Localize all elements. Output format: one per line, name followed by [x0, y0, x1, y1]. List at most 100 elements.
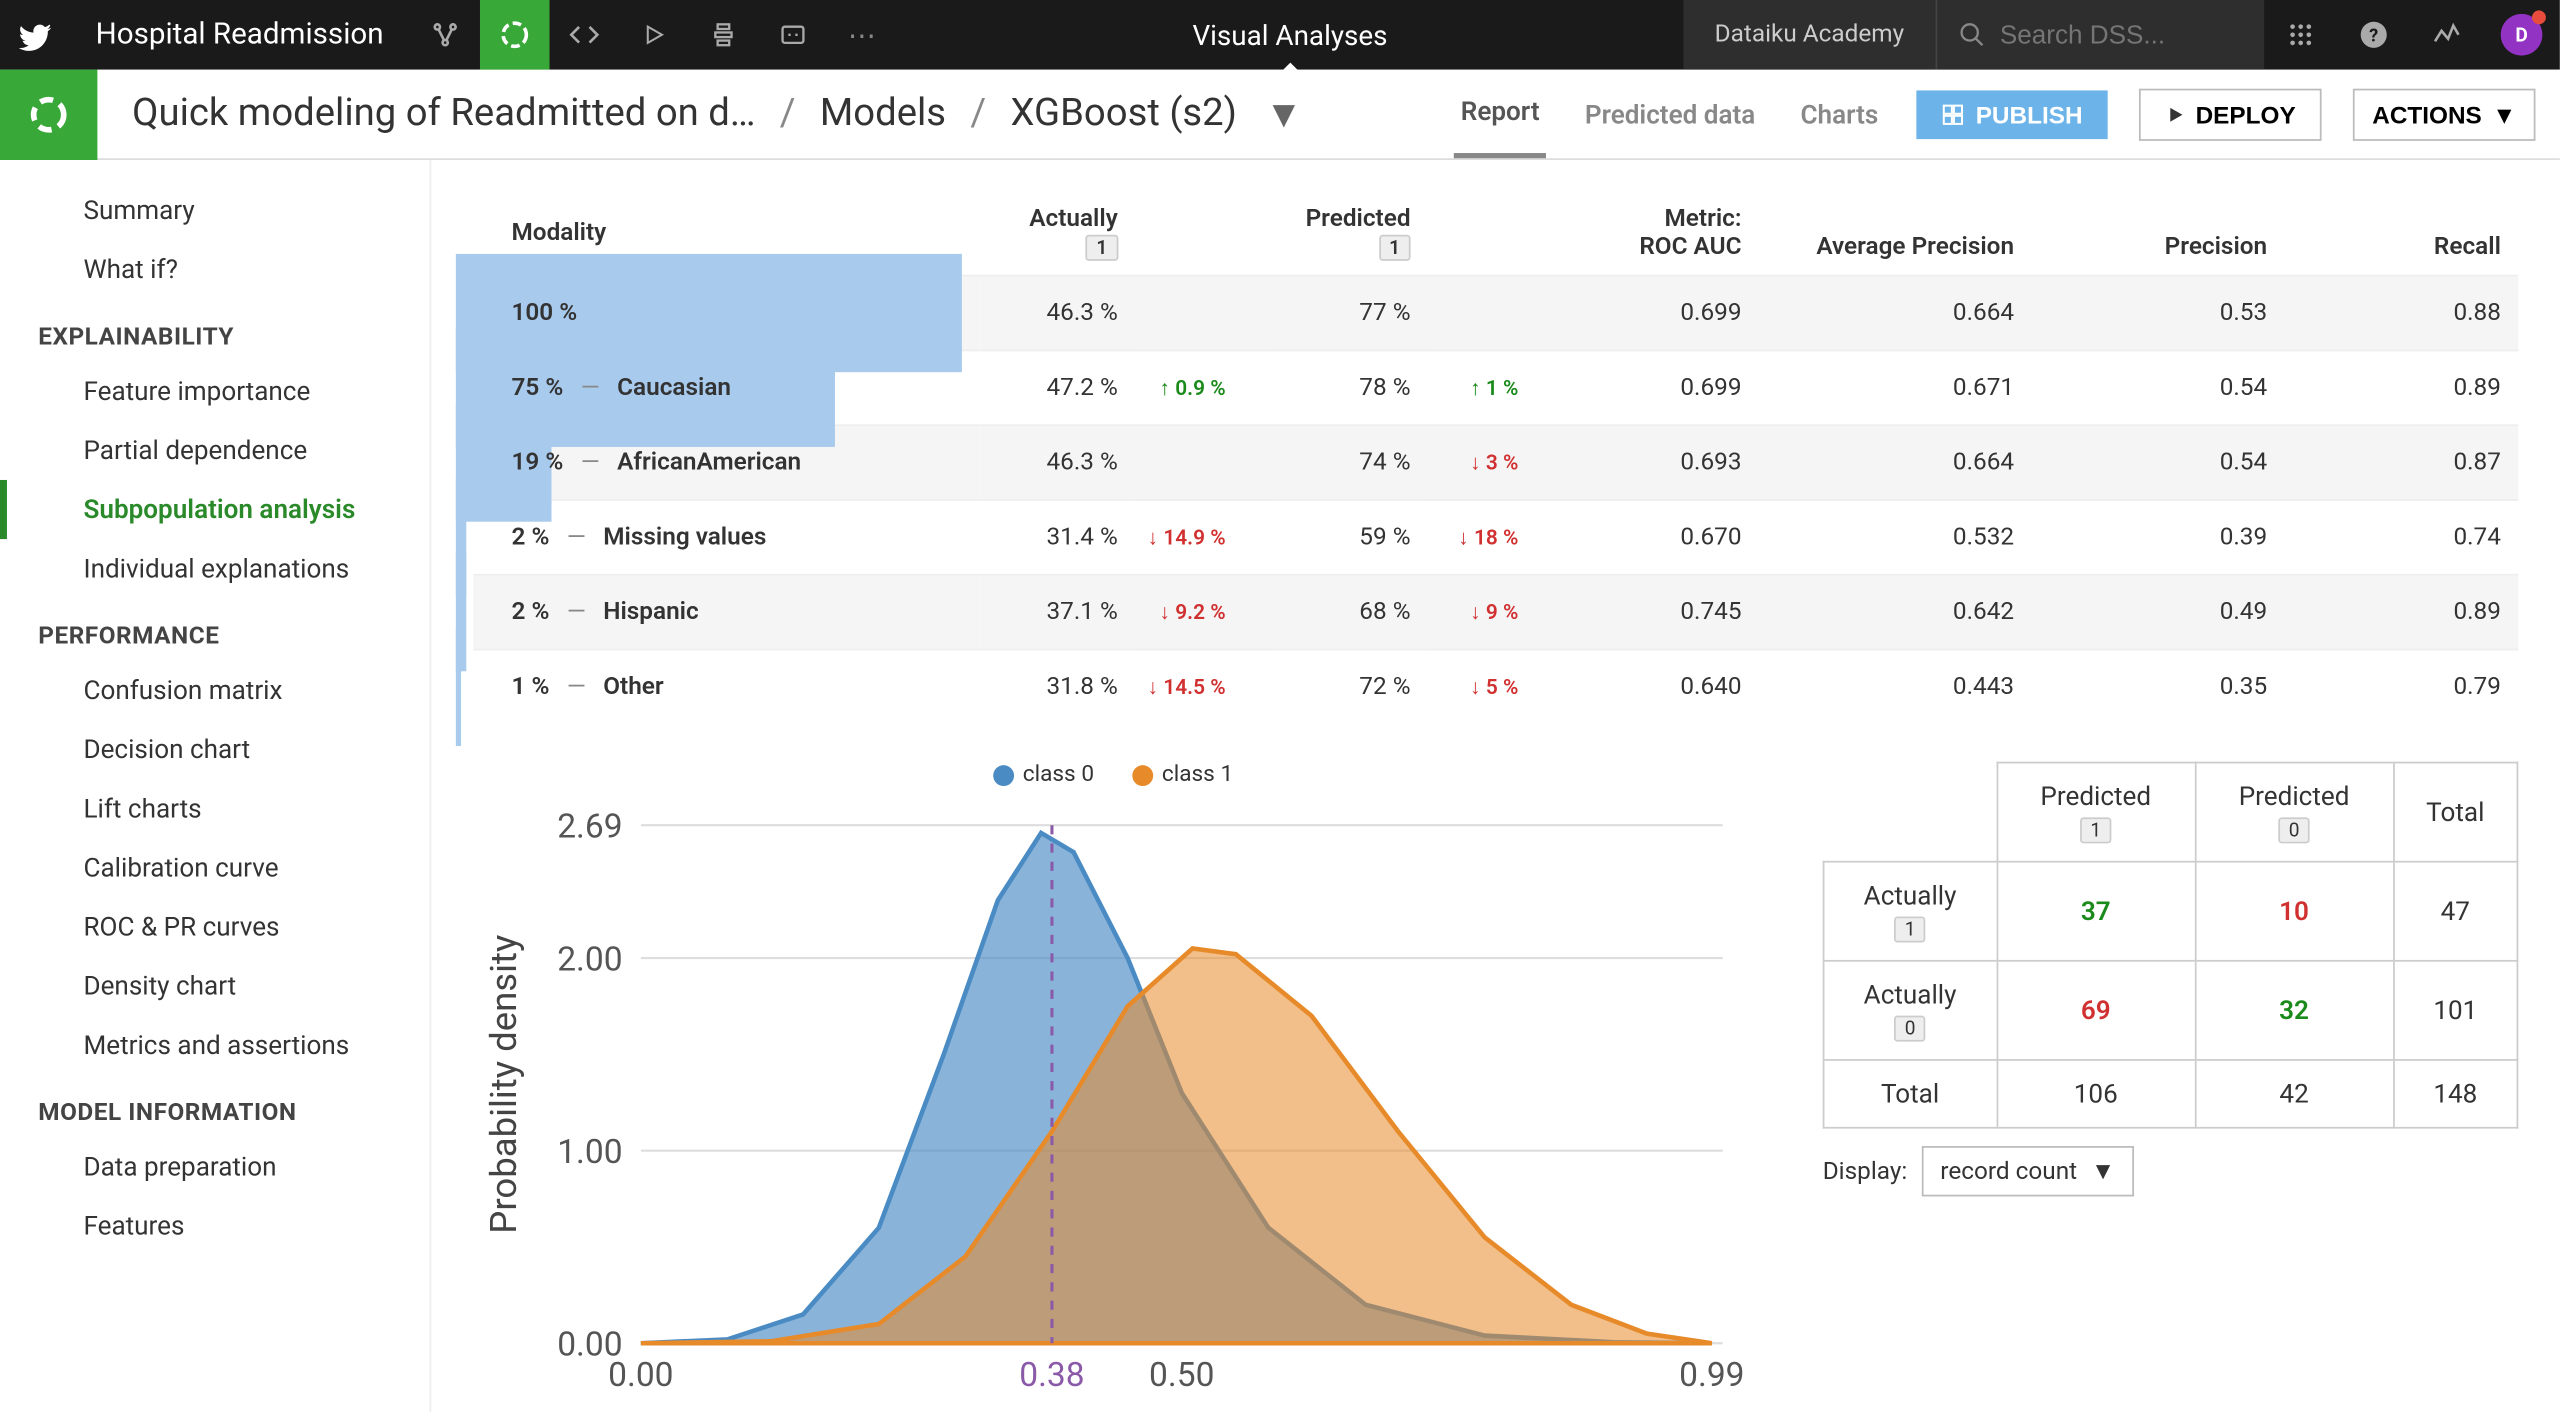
sidebar-item-roc-pr-curves[interactable]: ROC & PR curves [0, 897, 430, 956]
svg-text:0.99: 0.99 [1679, 1356, 1744, 1395]
tab-charts[interactable]: Charts [1794, 70, 1886, 159]
top-center-title[interactable]: Visual Analyses [897, 18, 1684, 51]
deploy-button[interactable]: DEPLOY [2138, 88, 2322, 140]
publish-button[interactable]: PUBLISH [1917, 90, 2107, 139]
breadcrumb-sep: / [960, 92, 997, 135]
confusion-matrix-box: Predicted1 Predicted0 Total Actually1 37… [1822, 762, 2518, 1412]
breadcrumb-dropdown-icon[interactable]: ▼ [1265, 91, 1303, 136]
table-row[interactable]: 2 %—Missing values31.4 %↓ 14.9 %59 %↓ 18… [473, 500, 2518, 575]
svg-text:Predicted probability: Predicted probability [1014, 1407, 1348, 1412]
topbar-right-icons: ? D [2264, 0, 2560, 70]
density-chart-box: class 0 class 1 0.001.002.002.690.000.38… [473, 762, 1753, 1412]
sidebar-item-metrics-and-assertions[interactable]: Metrics and assertions [0, 1016, 430, 1075]
actions-button[interactable]: ACTIONS ▼ [2353, 88, 2535, 140]
sidebar-item-individual-explanations[interactable]: Individual explanations [0, 539, 430, 598]
breadcrumb-model[interactable]: XGBoost (s2) [997, 92, 1251, 135]
cm-total-header: Total [2393, 763, 2517, 862]
chart-row: class 0 class 1 0.001.002.002.690.000.38… [473, 762, 2518, 1412]
cm-pred0-header: Predicted0 [2195, 763, 2393, 862]
cm-col1-total: 106 [1996, 1060, 2194, 1128]
cm-pred1-header: Predicted1 [1996, 763, 2194, 862]
sidebar-item-confusion-matrix[interactable]: Confusion matrix [0, 661, 430, 720]
deploy-label: DEPLOY [2196, 100, 2296, 128]
legend-class1: class 1 [1132, 762, 1233, 788]
help-icon[interactable]: ? [2337, 0, 2410, 70]
breadcrumb: Quick modeling of Readmitted on d… / Mod… [97, 91, 1453, 136]
project-name[interactable]: Hospital Readmission [70, 17, 410, 52]
dashboard-icon[interactable] [757, 0, 827, 70]
table-row[interactable]: 75 %—Caucasian47.2 %↑ 0.9 %78 %↑ 1 %0.69… [473, 350, 2518, 425]
sidebar: SummaryWhat if?EXPLAINABILITYFeature imp… [0, 160, 431, 1412]
sidebar-item-lift-charts[interactable]: Lift charts [0, 779, 430, 838]
cm-col0-total: 42 [2195, 1060, 2393, 1128]
run-icon[interactable] [618, 0, 688, 70]
sidebar-item-calibration-curve[interactable]: Calibration curve [0, 838, 430, 897]
cm-tn: 32 [2195, 961, 2393, 1060]
main: SummaryWhat if?EXPLAINABILITYFeature imp… [0, 160, 2560, 1412]
sidebar-header: MODEL INFORMATION [0, 1075, 430, 1138]
svg-text:2.00: 2.00 [557, 940, 622, 979]
sidebar-item-decision-chart[interactable]: Decision chart [0, 720, 430, 779]
breadcrumb-sep: / [769, 92, 806, 135]
density-chart: 0.001.002.002.690.000.380.500.99Predicte… [473, 795, 1753, 1412]
breadcrumb-bar: Quick modeling of Readmitted on d… / Mod… [0, 70, 2560, 160]
cm-fn: 10 [2195, 862, 2393, 961]
display-label: Display: [1822, 1157, 1907, 1185]
sidebar-item-what-if-[interactable]: What if? [0, 240, 430, 299]
apps-icon[interactable] [2264, 0, 2337, 70]
table-row[interactable]: 2 %—Hispanic37.1 %↓ 9.2 %68 %↓ 9 %0.7450… [473, 575, 2518, 650]
table-row[interactable]: 1 %—Other31.8 %↓ 14.5 %72 %↓ 5 %0.6400.4… [473, 650, 2518, 724]
topbar: Hospital Readmission ⋯ Visual Analyses D… [0, 0, 2560, 70]
sidebar-item-feature-importance[interactable]: Feature importance [0, 362, 430, 421]
search-box[interactable] [1936, 0, 2265, 70]
sidebar-item-summary[interactable]: Summary [0, 181, 430, 240]
code-icon[interactable] [549, 0, 619, 70]
legend-class0: class 0 [993, 762, 1094, 788]
sidebar-item-density-chart[interactable]: Density chart [0, 956, 430, 1015]
sidebar-header: PERFORMANCE [0, 598, 430, 661]
sidebar-item-features[interactable]: Features [0, 1196, 430, 1255]
col-roc[interactable]: Metric:ROC AUC [1545, 191, 1759, 275]
svg-text:Probability density: Probability density [482, 935, 525, 1234]
chevron-down-icon: ▼ [2492, 100, 2516, 128]
cm-row1-total: 47 [2393, 862, 2517, 961]
analyses-icon[interactable] [479, 0, 549, 70]
cm-tp: 37 [1996, 862, 2194, 961]
cm-act1-header: Actually1 [1823, 862, 1996, 961]
flow-icon[interactable] [410, 0, 480, 70]
avatar[interactable]: D [2501, 14, 2543, 56]
tab-report[interactable]: Report [1454, 70, 1547, 159]
table-row[interactable]: 19 %—AfricanAmerican46.3 %74 %↓ 3 %0.693… [473, 425, 2518, 500]
actions-label: ACTIONS [2372, 100, 2482, 128]
sidebar-item-partial-dependence[interactable]: Partial dependence [0, 421, 430, 480]
col-recall[interactable]: Recall [2284, 191, 2518, 275]
col-actually[interactable]: Actually 1 [979, 191, 1135, 275]
cm-total-row-header: Total [1823, 1060, 1996, 1128]
bird-icon[interactable] [0, 0, 70, 70]
breadcrumb-models[interactable]: Models [806, 92, 960, 135]
svg-text:0.00: 0.00 [608, 1356, 673, 1395]
academy-button[interactable]: Dataiku Academy [1683, 0, 1935, 70]
chart-legend: class 0 class 1 [473, 762, 1753, 788]
col-predicted[interactable]: Predicted 1 [1271, 191, 1427, 275]
topbar-left: Hospital Readmission ⋯ [0, 0, 897, 70]
cm-display-select[interactable]: record count ▼ [1921, 1146, 2134, 1196]
cm-fp: 69 [1996, 961, 2194, 1060]
svg-text:1.00: 1.00 [557, 1133, 622, 1172]
project-logo-icon[interactable] [0, 69, 97, 159]
cm-row0-total: 101 [2393, 961, 2517, 1060]
sidebar-item-data-preparation[interactable]: Data preparation [0, 1137, 430, 1196]
activity-icon[interactable] [2410, 0, 2483, 70]
col-precision[interactable]: Precision [2031, 191, 2284, 275]
tab-predicted-data[interactable]: Predicted data [1578, 70, 1762, 159]
search-input[interactable] [2000, 20, 2243, 50]
sidebar-item-subpopulation-analysis[interactable]: Subpopulation analysis [0, 480, 430, 539]
cm-grand-total: 148 [2393, 1060, 2517, 1128]
confusion-matrix: Predicted1 Predicted0 Total Actually1 37… [1822, 762, 2518, 1129]
stack-icon[interactable] [688, 0, 758, 70]
more-icon[interactable]: ⋯ [827, 0, 897, 70]
breadcrumb-root[interactable]: Quick modeling of Readmitted on d… [118, 92, 769, 135]
col-avg-precision[interactable]: Average Precision [1759, 191, 2032, 275]
svg-text:0.50: 0.50 [1149, 1356, 1214, 1395]
sidebar-header: EXPLAINABILITY [0, 299, 430, 362]
